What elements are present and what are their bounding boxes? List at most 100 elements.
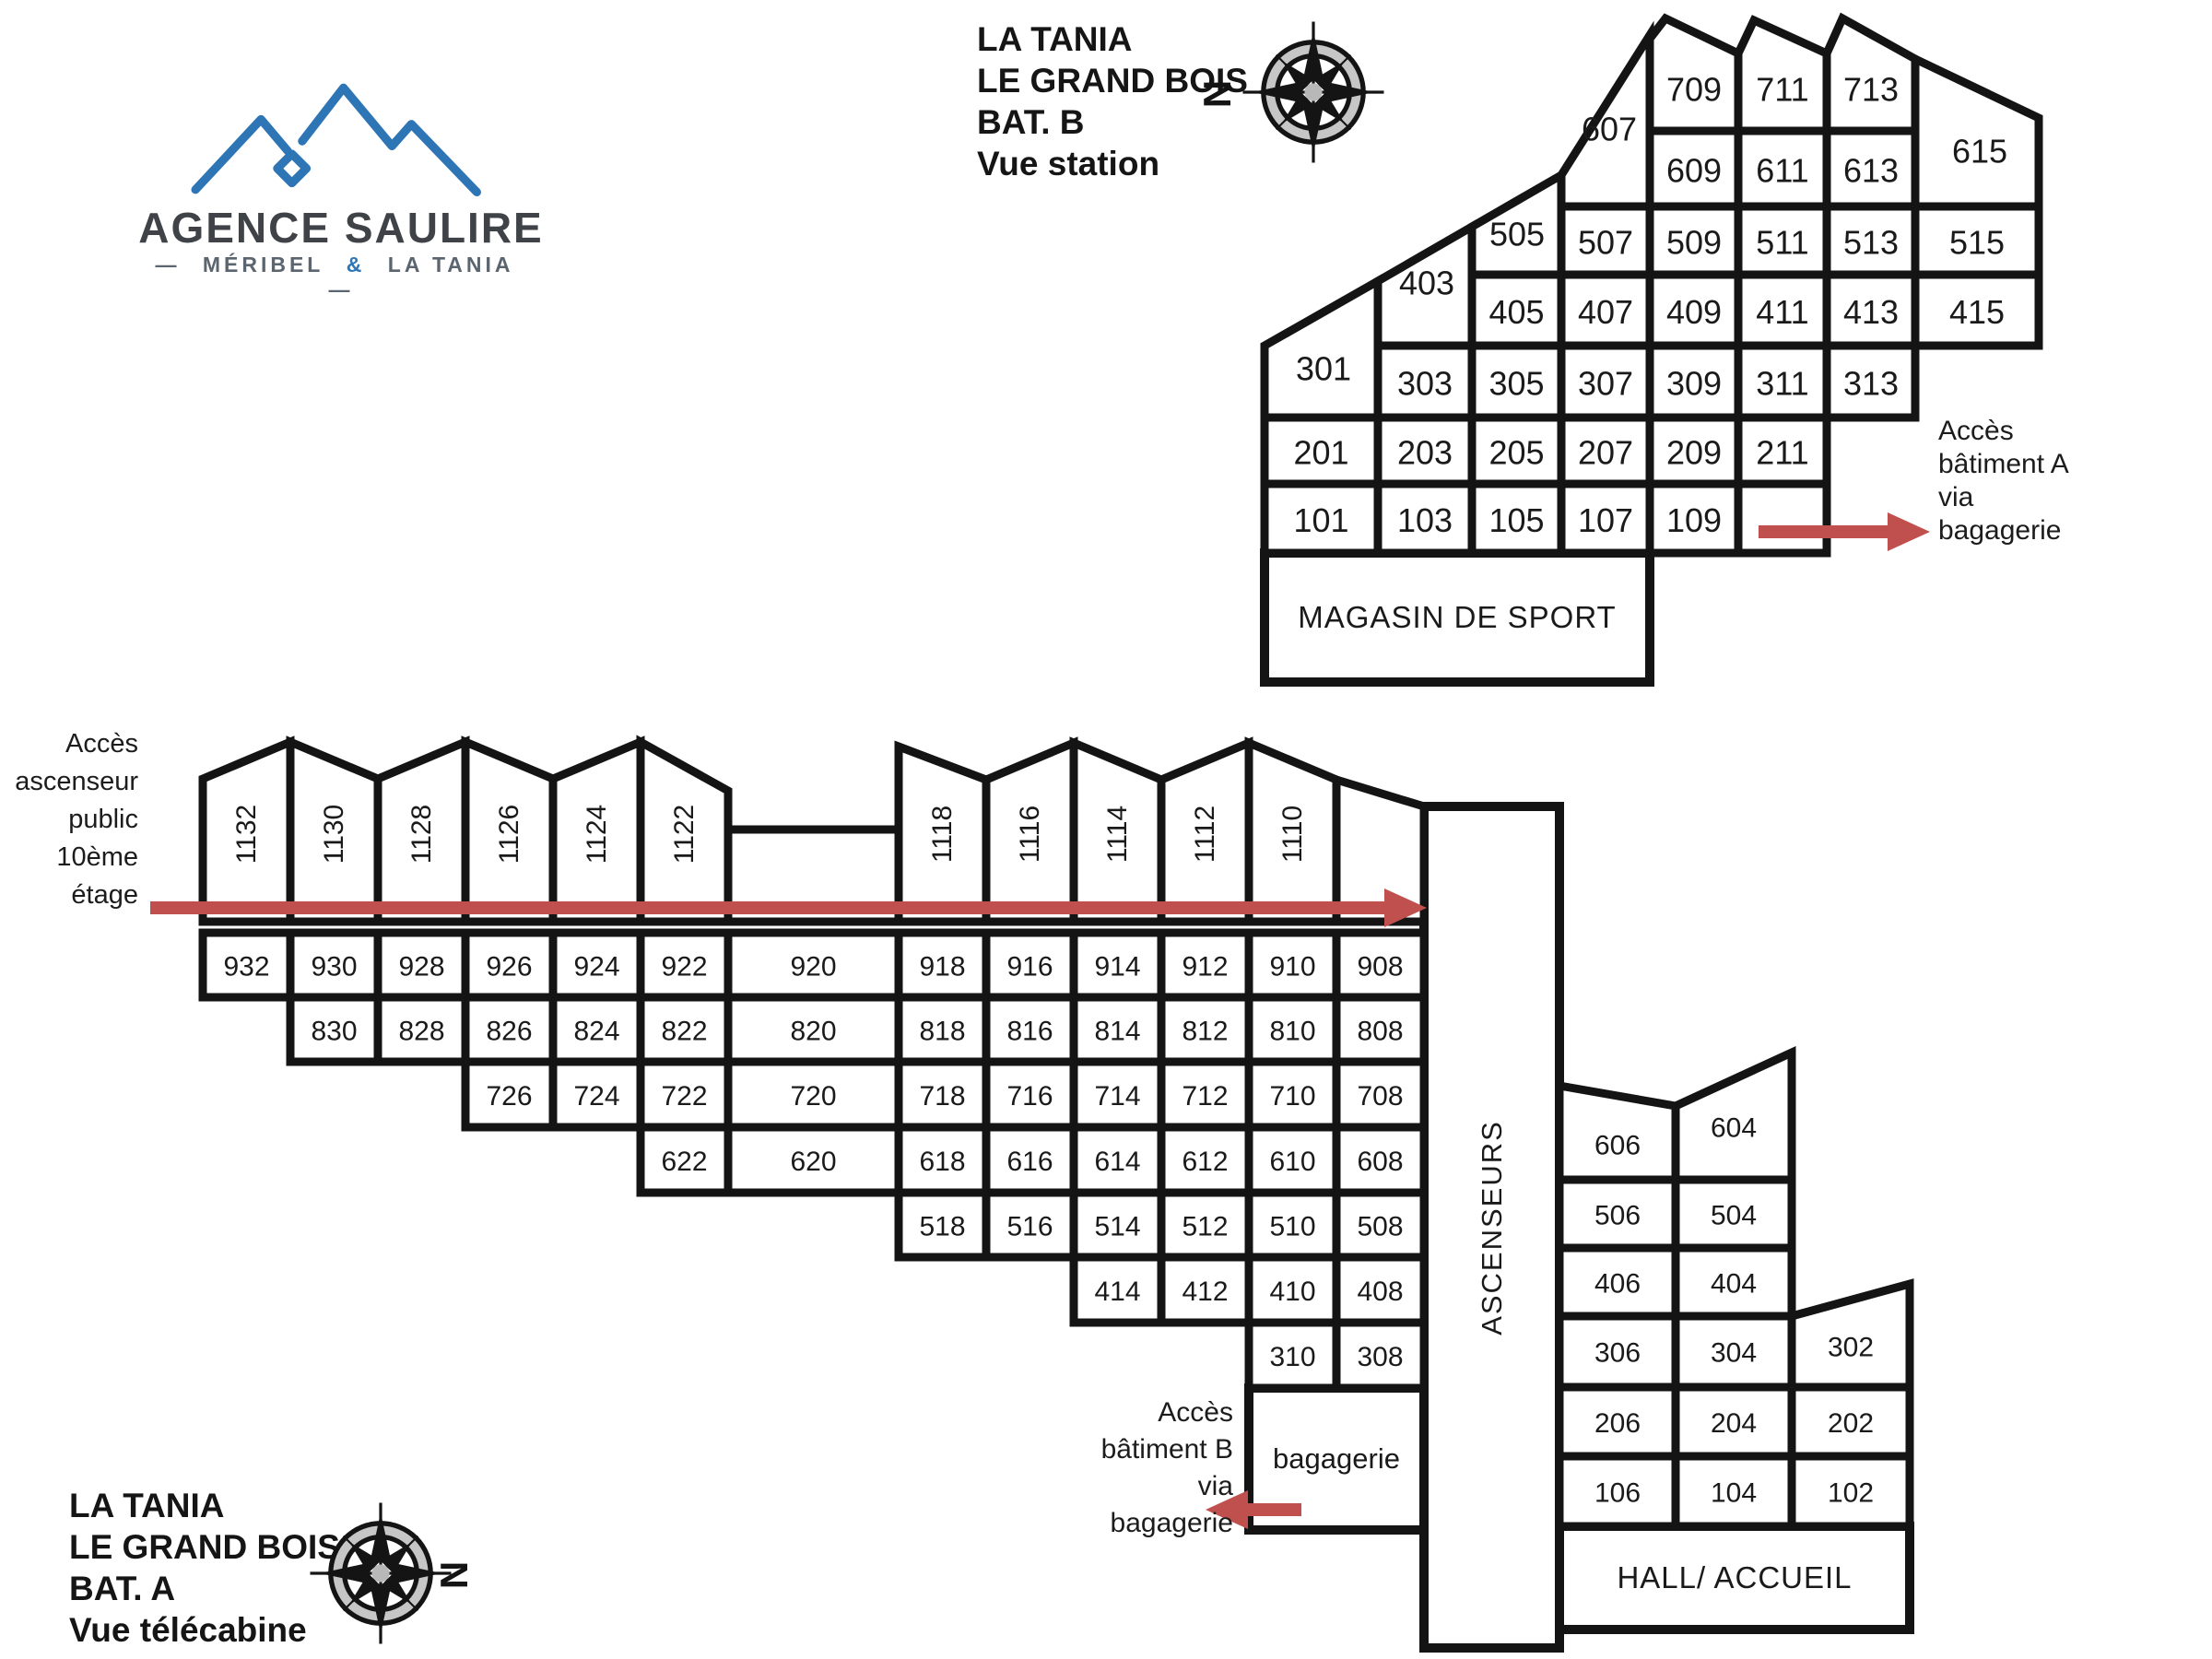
note-line: bagagerie	[1938, 515, 2062, 546]
room-label: 713	[1843, 71, 1899, 109]
ascenseurs-cell	[1419, 802, 1564, 1653]
magasin-de-sport-cell	[1260, 548, 1654, 687]
room-label: 908	[1357, 952, 1403, 982]
room-cell	[1787, 1382, 1914, 1461]
compass-north-label-a: N	[432, 1560, 477, 1590]
room-label: 1122	[669, 805, 700, 865]
red-arrow-head	[1384, 888, 1427, 927]
room-label: 1126	[494, 805, 524, 865]
room-label: 102	[1828, 1478, 1874, 1509]
room-label: 722	[661, 1081, 707, 1112]
room-cell	[461, 1057, 558, 1132]
room-cell	[1157, 1188, 1253, 1262]
room-label: 918	[919, 952, 965, 982]
room-cell	[1332, 1318, 1429, 1393]
title-line: LE GRAND BOIS	[69, 1528, 340, 1566]
room-label: 518	[919, 1212, 965, 1242]
room-cell	[1822, 270, 1920, 350]
room-label: 620	[790, 1147, 836, 1177]
room-cell	[1822, 12, 1920, 135]
room-label: 408	[1357, 1277, 1403, 1307]
room-label: 610	[1269, 1147, 1315, 1177]
room-label: 607	[1582, 111, 1637, 148]
title-line: LE GRAND BOIS	[977, 62, 1248, 100]
room-label: 926	[486, 952, 532, 982]
room-label: 302	[1828, 1333, 1874, 1363]
room-cell	[461, 928, 558, 1002]
note-line: bâtiment A	[1938, 449, 2069, 479]
room-cell	[724, 1057, 903, 1132]
room-cell	[1911, 270, 2043, 350]
compass-north-label-b: N	[1195, 79, 1240, 109]
room-label: 614	[1094, 1147, 1140, 1177]
room-label: 709	[1666, 71, 1722, 109]
room-cell	[1332, 1188, 1429, 1262]
room-cell	[373, 993, 470, 1066]
room-cell	[636, 1057, 733, 1132]
note-line: Accès	[1158, 1397, 1233, 1428]
room-cell	[1671, 1382, 1796, 1461]
room-label: 307	[1578, 365, 1633, 403]
mountain-logo-icon	[191, 83, 481, 197]
bagagerie-label: bagagerie	[1273, 1442, 1400, 1475]
logo-subtitle-right: LA TANIA	[387, 253, 514, 276]
room-label: 207	[1578, 434, 1633, 472]
room-label: 920	[790, 952, 836, 982]
room-label: 410	[1269, 1277, 1315, 1307]
room-cell	[1787, 1452, 1914, 1531]
room-cell	[724, 993, 903, 1066]
room-label: 1116	[1015, 806, 1045, 863]
room-label: 912	[1182, 952, 1228, 982]
room-label: 409	[1666, 293, 1722, 331]
room-label: 1114	[1102, 806, 1133, 863]
note-line: étage	[71, 880, 138, 910]
room-label: 914	[1094, 952, 1140, 982]
room-label: 414	[1094, 1277, 1140, 1307]
room-label: 714	[1094, 1081, 1140, 1112]
room-label: 708	[1357, 1081, 1403, 1112]
title-line: BAT. A	[69, 1570, 176, 1607]
room-label: 812	[1182, 1017, 1228, 1047]
room-label: 604	[1711, 1113, 1757, 1144]
room-label: 924	[573, 952, 619, 982]
room-label: 509	[1666, 224, 1722, 262]
room-label: 309	[1666, 365, 1722, 403]
room-cell	[1671, 1452, 1796, 1531]
logo-dash-left: —	[155, 253, 181, 276]
room-label: 204	[1711, 1408, 1757, 1439]
logo-subtitle-left: MÉRIBEL	[202, 253, 324, 276]
room-label: 504	[1711, 1201, 1757, 1231]
room-label: 201	[1293, 434, 1348, 472]
room-label: 810	[1269, 1017, 1315, 1047]
room-label: 515	[1949, 224, 2005, 262]
room-label: 405	[1488, 293, 1544, 331]
room-cell	[1332, 773, 1429, 926]
room-label: 510	[1269, 1212, 1315, 1242]
room-cell	[1911, 52, 2043, 211]
room-label: 611	[1756, 152, 1808, 190]
room-label: 930	[311, 952, 357, 982]
room-label: 916	[1006, 952, 1053, 982]
note-access-batiment-a: Accès bâtiment A via bagagerie	[1938, 415, 2069, 547]
title-line: LA TANIA	[69, 1487, 225, 1524]
room-cell	[1671, 1312, 1796, 1392]
ascenseurs-label: ASCENSEURS	[1424, 806, 1559, 1648]
room-label: 104	[1711, 1478, 1757, 1509]
room-cell	[1671, 1243, 1796, 1321]
note-line: public	[68, 805, 138, 834]
room-label: 716	[1006, 1081, 1053, 1112]
room-label: 303	[1397, 365, 1453, 403]
room-label: 1110	[1277, 806, 1308, 863]
room-cell	[1260, 479, 1382, 558]
room-label: 822	[661, 1017, 707, 1047]
room-label: 824	[573, 1017, 619, 1047]
building-a-title: LA TANIA LE GRAND BOIS BAT. A Vue téléca…	[69, 1485, 340, 1651]
room-cell	[1244, 1318, 1341, 1393]
room-label: 311	[1756, 365, 1808, 403]
note-line: via	[1197, 1471, 1233, 1501]
room-cell	[982, 928, 1078, 1002]
room-cell	[1557, 20, 1654, 211]
room-label: 304	[1711, 1338, 1757, 1369]
room-label: 308	[1357, 1342, 1403, 1372]
